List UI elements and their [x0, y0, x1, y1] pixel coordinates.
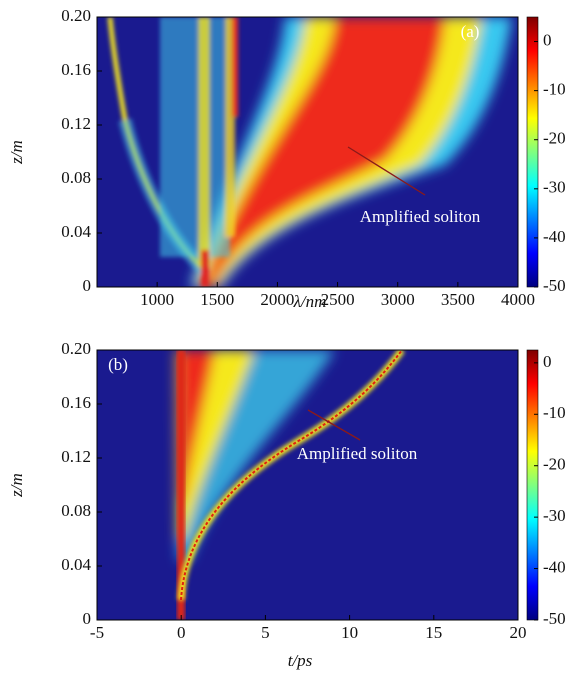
colorbar-tick-label: -30 [543, 178, 566, 197]
x-tick-label: 15 [425, 623, 442, 642]
x-tick-label: 1500 [200, 290, 234, 309]
colorbar-tick-label: -50 [543, 276, 566, 295]
colorbar-tick-label: 0 [543, 352, 552, 371]
colorbar-tick-label: -50 [543, 609, 566, 628]
y-tick-label: 0.20 [61, 339, 91, 358]
y-tick-label: 0.04 [61, 555, 91, 574]
y-axis-label: z/m [7, 140, 26, 165]
heatmap-a [97, 17, 518, 287]
y-tick-label: 0.16 [61, 393, 91, 412]
y-tick-label: 0.20 [61, 6, 91, 25]
y-tick-label: 0.16 [61, 60, 91, 79]
annotation: Amplified soliton [360, 207, 481, 226]
x-axis-label: t/ps [288, 651, 313, 670]
heatmap-b [97, 350, 518, 620]
panel-label: (b) [108, 355, 128, 374]
y-tick-label: 0.08 [61, 168, 91, 187]
x-tick-label: 2000 [260, 290, 294, 309]
y-tick-label: 0 [83, 609, 92, 628]
colorbar [526, 349, 539, 621]
colorbar-tick-label: -30 [543, 506, 566, 525]
x-tick-label: 3500 [441, 290, 475, 309]
x-tick-label: 10 [341, 623, 358, 642]
colorbar-tick-label: -20 [543, 129, 566, 148]
annotation: Amplified soliton [297, 444, 418, 463]
colorbar-tick-label: -40 [543, 227, 566, 246]
colorbar-tick-label: -40 [543, 557, 566, 576]
y-axis-label: z/m [7, 473, 26, 498]
x-tick-label: 5 [261, 623, 270, 642]
y-tick-label: 0.12 [61, 114, 91, 133]
annotation-arrow [307, 409, 361, 441]
annotation-arrow [347, 146, 426, 196]
plot-frame [96, 16, 519, 288]
y-tick-label: 0.08 [61, 501, 91, 520]
colorbar-tick-label: -10 [543, 403, 566, 422]
y-tick-label: 0 [83, 276, 92, 295]
colorbar-tick-label: -20 [543, 455, 566, 474]
plot-frame [96, 349, 519, 621]
colorbar-tick-label: 0 [543, 30, 552, 49]
x-tick-label: 3000 [381, 290, 415, 309]
x-tick-label: 0 [177, 623, 186, 642]
colorbar-tick-label: -10 [543, 80, 566, 99]
y-tick-label: 0.12 [61, 447, 91, 466]
x-tick-label: 1000 [140, 290, 174, 309]
panel-label: (a) [461, 22, 480, 41]
x-tick-label: -5 [90, 623, 104, 642]
colorbar [526, 16, 539, 288]
y-tick-label: 0.04 [61, 222, 91, 241]
x-tick-label: 20 [510, 623, 527, 642]
x-tick-label: 2500 [321, 290, 355, 309]
x-axis-label: λ/nm [293, 292, 327, 311]
x-tick-label: 4000 [501, 290, 535, 309]
